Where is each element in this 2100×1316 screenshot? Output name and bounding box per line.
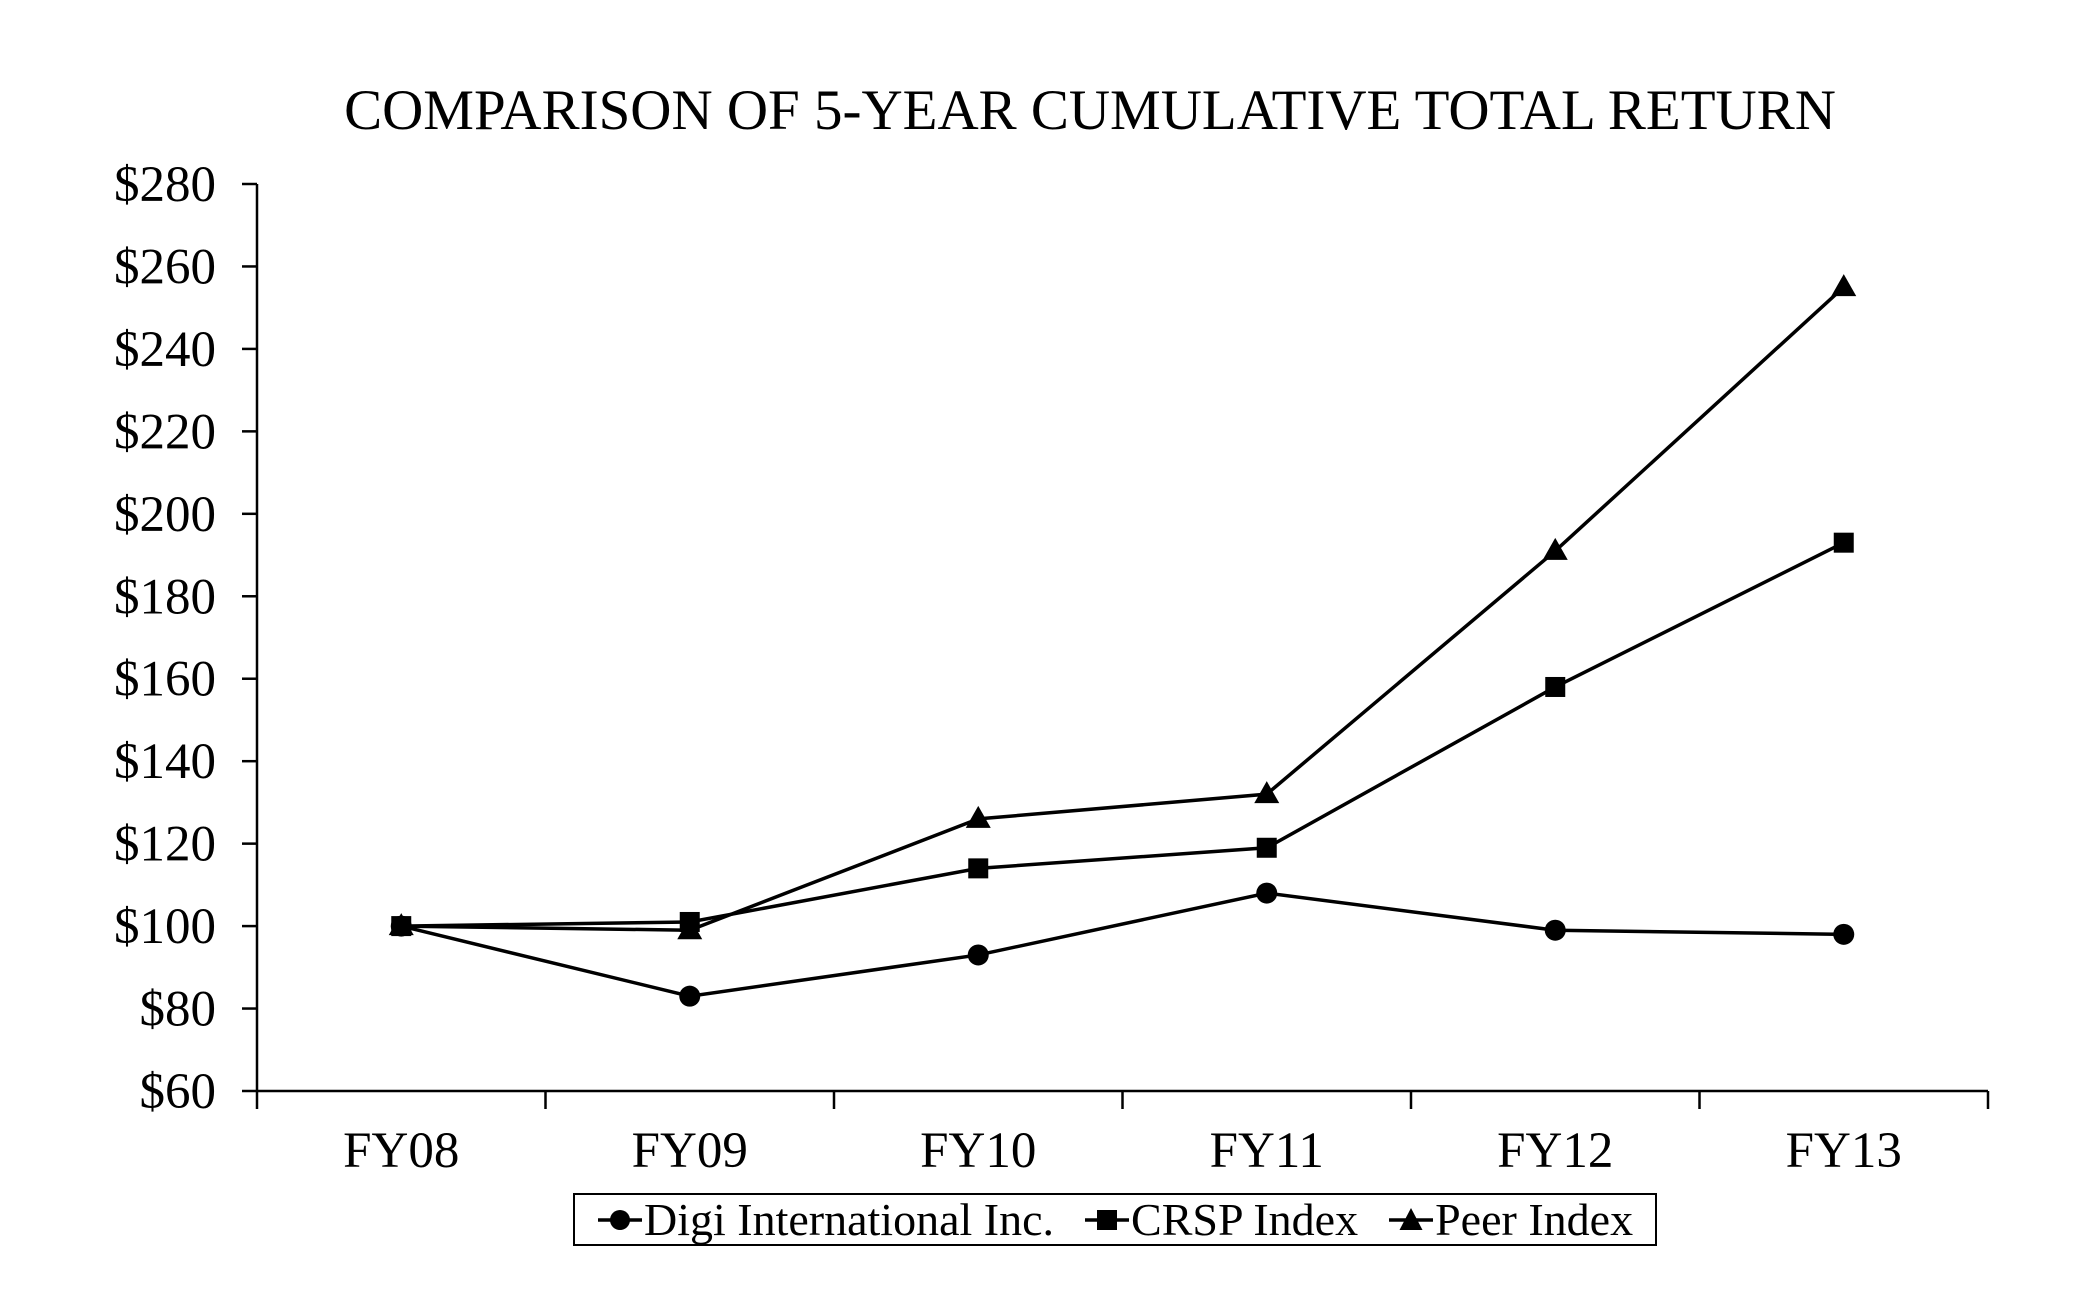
y-tick-label: $180	[114, 569, 216, 625]
y-tick-label: $60	[140, 1064, 217, 1120]
legend: Digi International Inc. CRSP Index Peer In…	[573, 1193, 1658, 1246]
square-data-marker	[1256, 837, 1277, 858]
square-data-marker	[391, 916, 412, 937]
x-tick-label: FY10	[920, 1123, 1036, 1179]
chart-title: COMPARISON OF 5-YEAR CUMULATIVE TOTAL RE…	[344, 79, 1836, 142]
circle-data-marker	[679, 985, 701, 1007]
y-tick-label: $120	[114, 817, 216, 873]
x-tick-label: FY11	[1210, 1123, 1324, 1179]
y-tick-label: $260	[114, 239, 216, 295]
y-tick-label: $240	[114, 322, 216, 378]
triangle-marker-icon	[1389, 1207, 1434, 1230]
triangle-data-marker	[965, 805, 991, 828]
circle-data-marker	[967, 944, 989, 966]
legend-item: CRSP Index	[1084, 1193, 1359, 1245]
triangle-data-marker	[1542, 537, 1568, 560]
y-tick-label: $200	[114, 487, 216, 543]
x-tick-label: FY08	[343, 1123, 459, 1179]
square-marker-icon	[1085, 1209, 1130, 1230]
y-tick-label: $140	[114, 734, 216, 790]
series-line-peer-index	[401, 285, 1845, 932]
series-line-digi-international-inc	[400, 891, 1844, 998]
square-data-marker	[679, 911, 700, 932]
x-tick-label: FY09	[632, 1123, 748, 1179]
y-tick-label: $80	[140, 982, 217, 1038]
circle-data-marker	[1544, 919, 1566, 941]
legend-item-label: CRSP Index	[1131, 1193, 1359, 1245]
legend-item-label: Digi International Inc.	[644, 1193, 1055, 1245]
x-tick-label: FY12	[1497, 1123, 1613, 1179]
y-tick-label: $100	[114, 899, 216, 955]
square-data-marker	[1545, 676, 1566, 697]
triangle-data-marker	[1254, 781, 1280, 804]
x-tick-label: FY13	[1786, 1123, 1902, 1179]
square-data-marker	[968, 858, 989, 879]
legend-item: Peer Index	[1388, 1193, 1634, 1245]
legend-item: Digi International Inc.	[597, 1193, 1055, 1245]
y-tick-label: $280	[114, 157, 216, 213]
y-tick-label: $220	[114, 404, 216, 460]
triangle-data-marker	[1831, 274, 1857, 297]
series-line-crsp-index	[401, 541, 1845, 928]
square-data-marker	[1833, 532, 1854, 553]
circle-data-marker	[1833, 923, 1855, 945]
legend-item-label: Peer Index	[1435, 1193, 1634, 1245]
circle-data-marker	[1256, 882, 1278, 904]
y-tick-label: $160	[114, 652, 216, 708]
circle-marker-icon	[598, 1209, 642, 1230]
